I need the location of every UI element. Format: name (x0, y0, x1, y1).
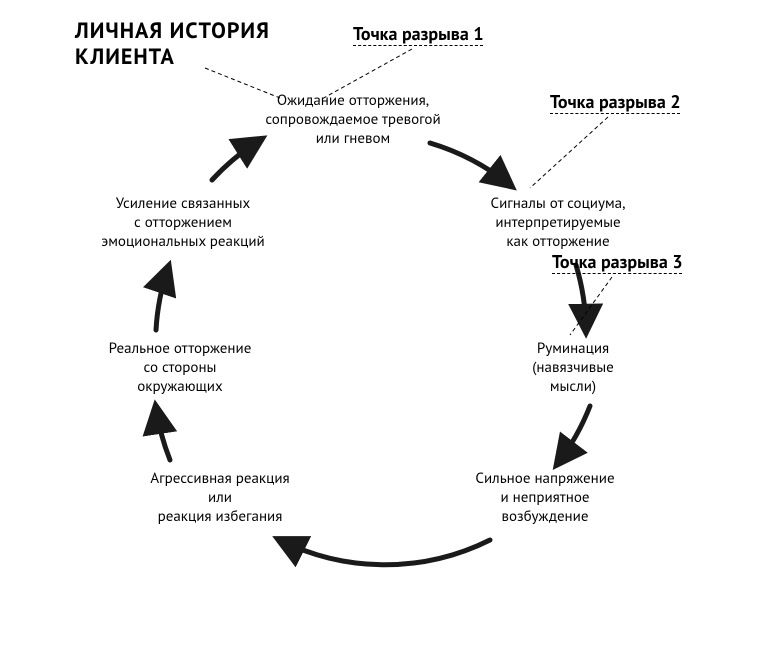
break-point-1-label: Точка разрыва 1 (353, 22, 484, 45)
node-line: Ожидание отторжения, (238, 92, 468, 111)
node-line: с отторжением (78, 214, 288, 233)
node-line: Сильное напряжение (440, 470, 650, 489)
break-point-3-label: Точка разрыва 3 (552, 250, 683, 273)
node-line: как отторжение (458, 233, 658, 252)
cycle-arrow (156, 408, 170, 460)
node-line: со стороны (80, 359, 280, 378)
node-line: реакция избегания (115, 508, 325, 527)
diagram-title: ЛИЧНАЯ ИСТОРИЯ КЛИЕНТА (75, 18, 270, 71)
node-line: сопровождаемое тревогой (238, 111, 468, 130)
cycle-arrow (576, 265, 586, 330)
node-line: Сигналы от социума, (458, 195, 658, 214)
cycle-arrow (430, 143, 510, 185)
cycle-node-2: Сигналы от социума, интерпретируемые как… (458, 195, 658, 251)
diagram-canvas: { "diagram": { "type": "cycle", "width":… (0, 0, 766, 648)
node-line: возбуждение (440, 508, 650, 527)
node-line: Усиление связанных (78, 195, 288, 214)
cycle-node-6: Реальное отторжение со стороны окружающи… (80, 340, 280, 396)
node-line: или (115, 489, 325, 508)
node-line: или гневом (238, 130, 468, 149)
node-line: и неприятное (440, 489, 650, 508)
node-line: Агрессивная реакция (115, 470, 325, 489)
break-point-2-label: Точка разрыва 2 (550, 90, 681, 113)
cycle-arrow (156, 268, 168, 330)
cycle-node-5: Агрессивная реакция или реакция избегани… (115, 470, 325, 526)
cycle-node-3: Руминация (навязчивые мысли) (498, 340, 648, 396)
cycle-node-7: Усиление связанных с отторжением эмоцион… (78, 195, 288, 251)
node-line: эмоциональных реакций (78, 233, 288, 252)
node-line: мысли) (498, 378, 648, 397)
node-line: (навязчивые (498, 359, 648, 378)
node-line: интерпретируемые (458, 214, 658, 233)
break-point-leader (530, 117, 608, 188)
cycle-arrow (280, 540, 490, 565)
cycle-arrow (558, 406, 590, 463)
cycle-node-1: Ожидание отторжения, сопровождаемое трев… (238, 92, 468, 148)
break-point-leader (570, 277, 612, 335)
node-line: Руминация (498, 340, 648, 359)
cycle-node-4: Сильное напряжение и неприятное возбужде… (440, 470, 650, 526)
node-line: окружающих (80, 378, 280, 397)
node-line: Реальное отторжение (80, 340, 280, 359)
